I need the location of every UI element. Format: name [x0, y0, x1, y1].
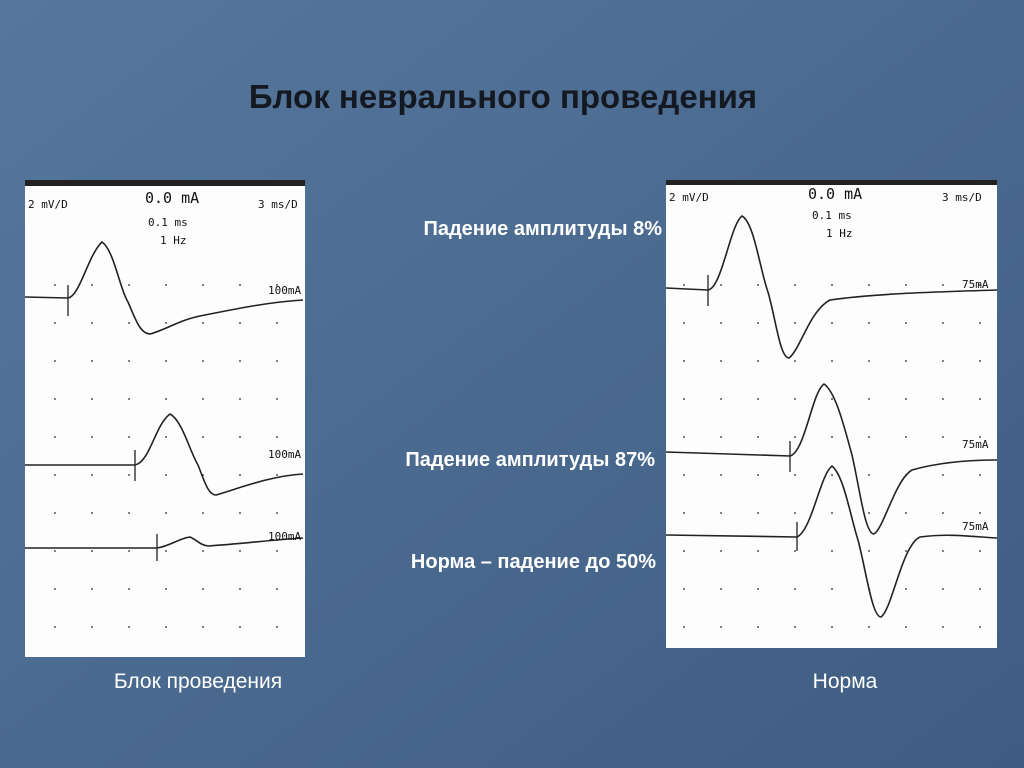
- trace-label: 75mA: [962, 438, 989, 451]
- trace-label: 100mA: [268, 448, 301, 461]
- trace-label: 75mA: [962, 520, 989, 533]
- panel-label: 1 Hz: [826, 227, 853, 240]
- caption: Норма: [813, 670, 878, 693]
- trace-label: 75mA: [962, 278, 989, 291]
- annotation: Норма – падение до 50%: [411, 551, 656, 573]
- trace-label: 100mA: [268, 284, 301, 297]
- trace-label: 100mA: [268, 530, 301, 543]
- panel-label: 0.1 ms: [148, 216, 188, 229]
- caption: Блок проведения: [114, 670, 282, 693]
- slide-title: Блок неврального проведения: [249, 78, 757, 115]
- panel-label: 0.0 mA: [808, 185, 862, 203]
- panel-label: 2 mV/D: [669, 191, 709, 204]
- panel-label: 3 ms/D: [942, 191, 982, 204]
- panel-label: 0.1 ms: [812, 209, 852, 222]
- left-panel: 2 mV/D 0.0 mA 0.1 ms 1 Hz 3 ms/D 100mA 1…: [24, 180, 305, 657]
- annotation: Падение амплитуды 87%: [405, 449, 655, 471]
- panel-label: 0.0 mA: [145, 189, 199, 207]
- panel-label: 2 mV/D: [28, 198, 68, 211]
- right-panel: 2 mV/D 0.0 mA 0.1 ms 1 Hz 3 ms/D 75mA 75…: [665, 180, 998, 648]
- annotation: Падение амплитуды 8%: [423, 218, 662, 240]
- panel-label: 1 Hz: [160, 234, 187, 247]
- panel-label: 3 ms/D: [258, 198, 298, 211]
